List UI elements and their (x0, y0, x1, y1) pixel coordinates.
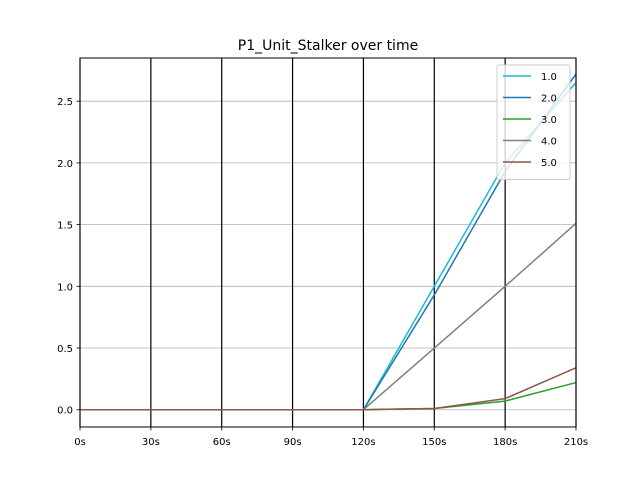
y-tick-label: 2.5 (57, 97, 73, 108)
legend-label: 3.0 (541, 115, 557, 126)
y-tick-label: 0.0 (57, 406, 73, 417)
y-tick-label: 1.5 (57, 221, 73, 232)
legend: 1.0 2.0 3.0 4.0 5.0 (496, 64, 571, 180)
series-lines (80, 73, 577, 411)
x-tick-label: 0s (74, 437, 86, 448)
x-tick-label: 60s (213, 437, 231, 448)
series-line-5-0 (80, 367, 577, 411)
x-tick-label: 90s (284, 437, 302, 448)
plot-frame (79, 57, 577, 428)
legend-label: 4.0 (541, 137, 557, 148)
y-tick-label: 0.5 (57, 344, 73, 355)
y-axis: 0.0 0.5 1.0 1.5 2.0 2.5 (57, 97, 80, 417)
y-tick-label: 2.0 (57, 159, 73, 170)
x-tick-label: 210s (564, 437, 588, 448)
legend-label: 1.0 (541, 72, 557, 83)
legend-label: 2.0 (541, 94, 557, 105)
chart-title: P1_Unit_Stalker over time (238, 38, 418, 54)
x-tick-label: 150s (422, 437, 446, 448)
x-tick-label: 120s (351, 437, 375, 448)
x-axis: 0s 30s 60s 90s 120s 150s 180s 210s (74, 427, 588, 448)
y-tick-label: 1.0 (57, 282, 73, 293)
legend-label: 5.0 (541, 158, 557, 169)
x-tick-label: 30s (142, 437, 160, 448)
x-tick-label: 180s (493, 437, 517, 448)
legend-box (496, 64, 571, 180)
